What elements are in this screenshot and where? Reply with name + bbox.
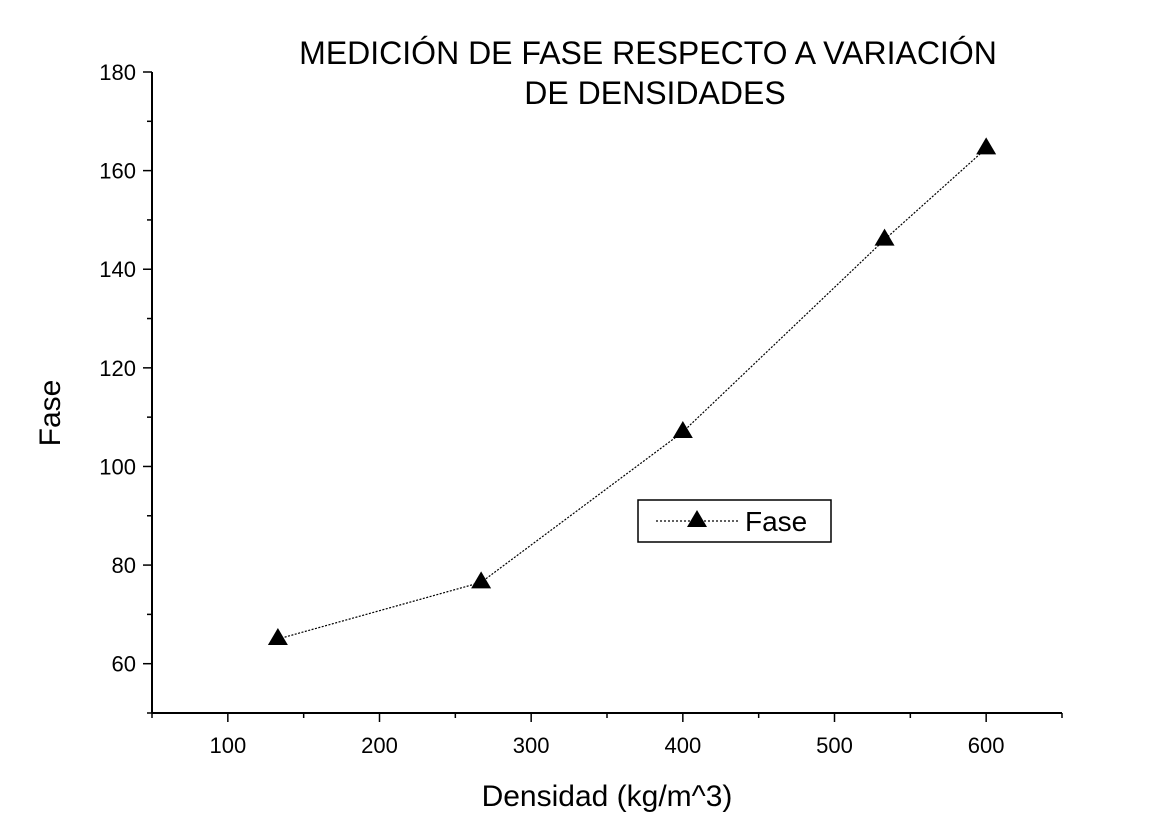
data-point-marker [874,228,895,246]
data-point-marker [672,420,693,438]
data-point-marker [267,628,288,646]
chart-title-line-2: DE DENSIDADES [524,75,785,111]
x-tick-label: 100 [209,733,246,758]
x-tick-label: 400 [664,733,701,758]
x-tick-label: 600 [968,733,1005,758]
y-axis-label: Fase [34,380,67,447]
axes: 60 80 100 120 140 160 180 100 200 300 400 500 600 [99,60,1063,758]
x-tick-label: 500 [816,733,853,758]
legend-marker [687,510,707,527]
data-point-marker [471,571,492,589]
legend-label: Fase [745,506,807,537]
y-tick-label: 80 [112,553,136,578]
series-fase [267,137,997,646]
chart-title-line-1: MEDICIÓN DE FASE RESPECTO A VARIACIÓN [299,35,997,71]
y-tick-label: 160 [99,159,136,184]
data-point-marker [976,137,997,155]
y-tick-label: 60 [112,652,136,677]
y-tick-label: 120 [99,356,136,381]
x-axis-label: Densidad (kg/m^3) [482,780,733,813]
legend-box [637,499,832,543]
legend: Fase [637,499,832,543]
y-tick-label: 140 [99,257,136,282]
x-tick-label: 300 [513,733,550,758]
series-line [277,147,987,640]
y-tick-label: 180 [99,60,136,85]
x-tick-label: 200 [361,733,398,758]
y-tick-label: 100 [99,454,136,479]
